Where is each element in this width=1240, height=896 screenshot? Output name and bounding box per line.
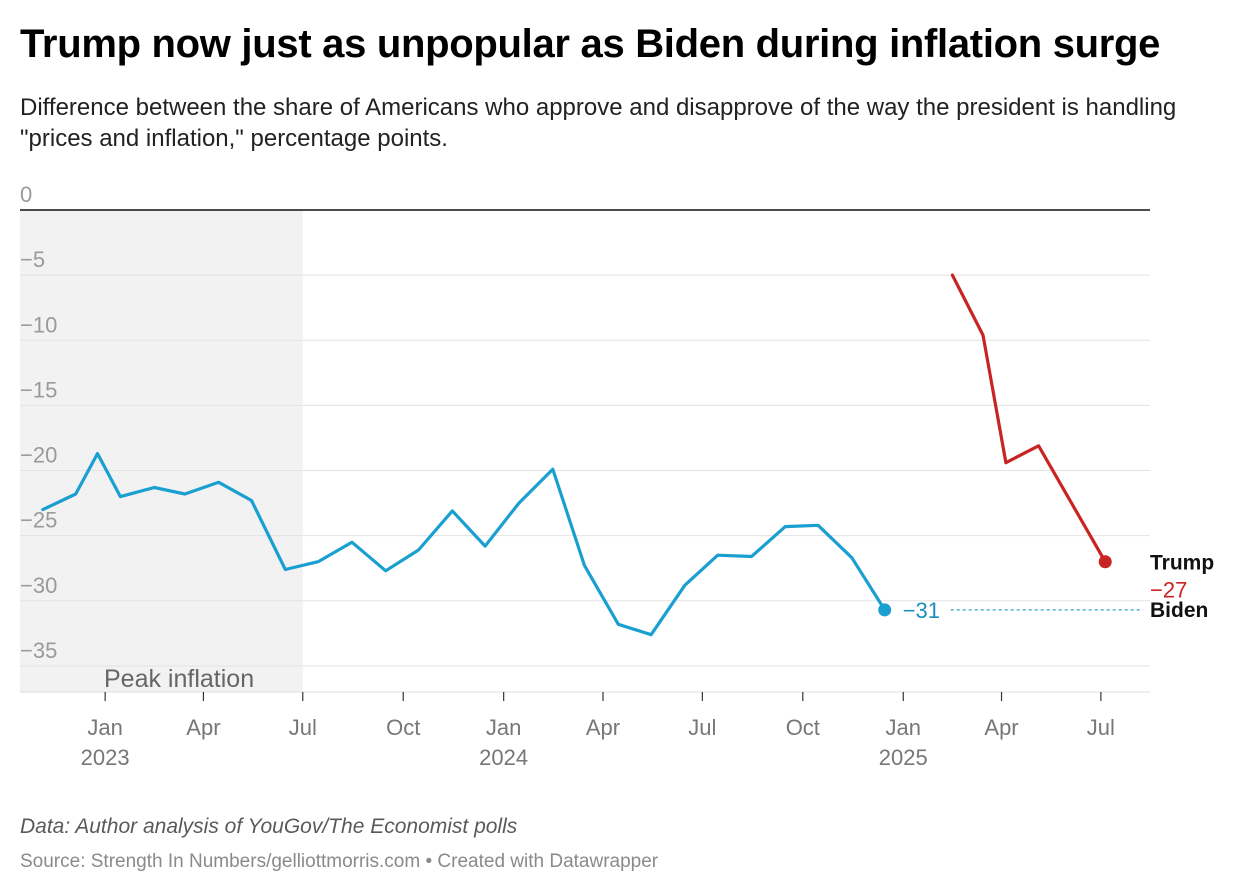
x-tick-year: 2024	[479, 745, 528, 770]
shaded-region: Peak inflation	[20, 210, 303, 693]
gridlines	[20, 209, 1150, 693]
line-chart: Peak inflation 0 −5 −10 −15 −20 −25 −30 −35 Jan…	[20, 182, 1214, 770]
end-point-biden	[878, 603, 892, 617]
y-tick-label: 0	[20, 182, 32, 207]
x-tick-label: Jul	[1087, 715, 1115, 740]
x-tick-label: Oct	[786, 715, 820, 740]
biden-end-value: −31	[903, 598, 940, 623]
end-labels: −31 Biden Trump −27	[903, 552, 1214, 623]
x-tick-label: Apr	[186, 715, 220, 740]
y-axis: 0 −5 −10 −15 −20 −25 −30 −35	[20, 182, 57, 663]
x-tick-label: Jul	[289, 715, 317, 740]
x-tick-label: Jan	[886, 715, 921, 740]
peak-inflation-label: Peak inflation	[104, 665, 254, 693]
x-tick-label: Apr	[586, 715, 620, 740]
data-note: Data: Author analysis of YouGov/The Econ…	[20, 815, 518, 838]
y-tick-label: −15	[20, 377, 57, 402]
y-tick-label: −30	[20, 573, 57, 598]
chart-subtitle: Difference between the share of American…	[20, 94, 1177, 152]
x-tick-label: Jul	[688, 715, 716, 740]
peak-inflation-band	[20, 210, 303, 692]
series-lines	[41, 273, 1112, 637]
x-tick-label: Jan	[486, 715, 521, 740]
chart-title: Trump now just as unpopular as Biden dur…	[20, 22, 1161, 66]
y-tick-label: −10	[20, 312, 57, 337]
x-tick-label: Oct	[386, 715, 420, 740]
y-tick-label: −5	[20, 247, 45, 272]
biden-series-label: Biden	[1150, 599, 1208, 622]
end-point-trump	[1098, 555, 1112, 569]
x-tick-year: 2023	[81, 745, 130, 770]
trump-end-value: −27	[1150, 578, 1187, 603]
x-axis: Jan 2023 Apr Jul Oct Jan 2024 Apr Jul Oct Jan 2025 A…	[81, 692, 1115, 770]
x-tick-label: Jan	[87, 715, 122, 740]
series-line-biden	[41, 452, 887, 637]
series-line-trump	[950, 273, 1107, 564]
x-tick-label: Apr	[984, 715, 1018, 740]
y-tick-label: −20	[20, 443, 57, 468]
source-credit: Source: Strength In Numbers/gelliottmorr…	[20, 851, 659, 872]
y-tick-label: −35	[20, 638, 57, 663]
y-tick-label: −25	[20, 508, 57, 533]
x-tick-year: 2025	[879, 745, 928, 770]
trump-series-label: Trump	[1150, 552, 1214, 575]
